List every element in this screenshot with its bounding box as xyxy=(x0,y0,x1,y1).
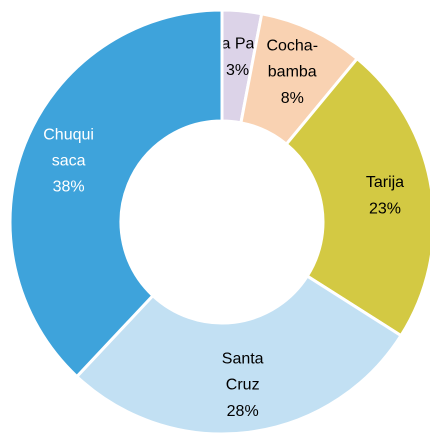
value-label: 8% xyxy=(281,90,304,107)
slice-label: Tarija xyxy=(366,174,404,191)
value-label: 3% xyxy=(226,62,249,79)
value-label: 28% xyxy=(227,403,259,420)
value-label: 38% xyxy=(53,178,85,195)
slice-label: Santa Cruz xyxy=(222,351,264,394)
slice-label: Cocha-bamba xyxy=(266,38,318,81)
slice-label: Chuqui saca xyxy=(43,126,94,169)
label-line: Tarija xyxy=(366,174,404,191)
label-line: Cocha- xyxy=(266,38,318,55)
label-line: saca xyxy=(52,152,86,169)
slice xyxy=(284,56,430,338)
value-label: 23% xyxy=(369,200,401,217)
slice-label: La Paz xyxy=(213,36,263,53)
label-line: bamba xyxy=(268,64,317,81)
label-line: Santa xyxy=(222,351,264,368)
label-line: Cruz xyxy=(226,377,260,394)
label-line: La Paz xyxy=(213,36,263,53)
slice xyxy=(8,8,224,379)
slice xyxy=(74,274,404,436)
label-line: Chuqui xyxy=(43,126,94,143)
